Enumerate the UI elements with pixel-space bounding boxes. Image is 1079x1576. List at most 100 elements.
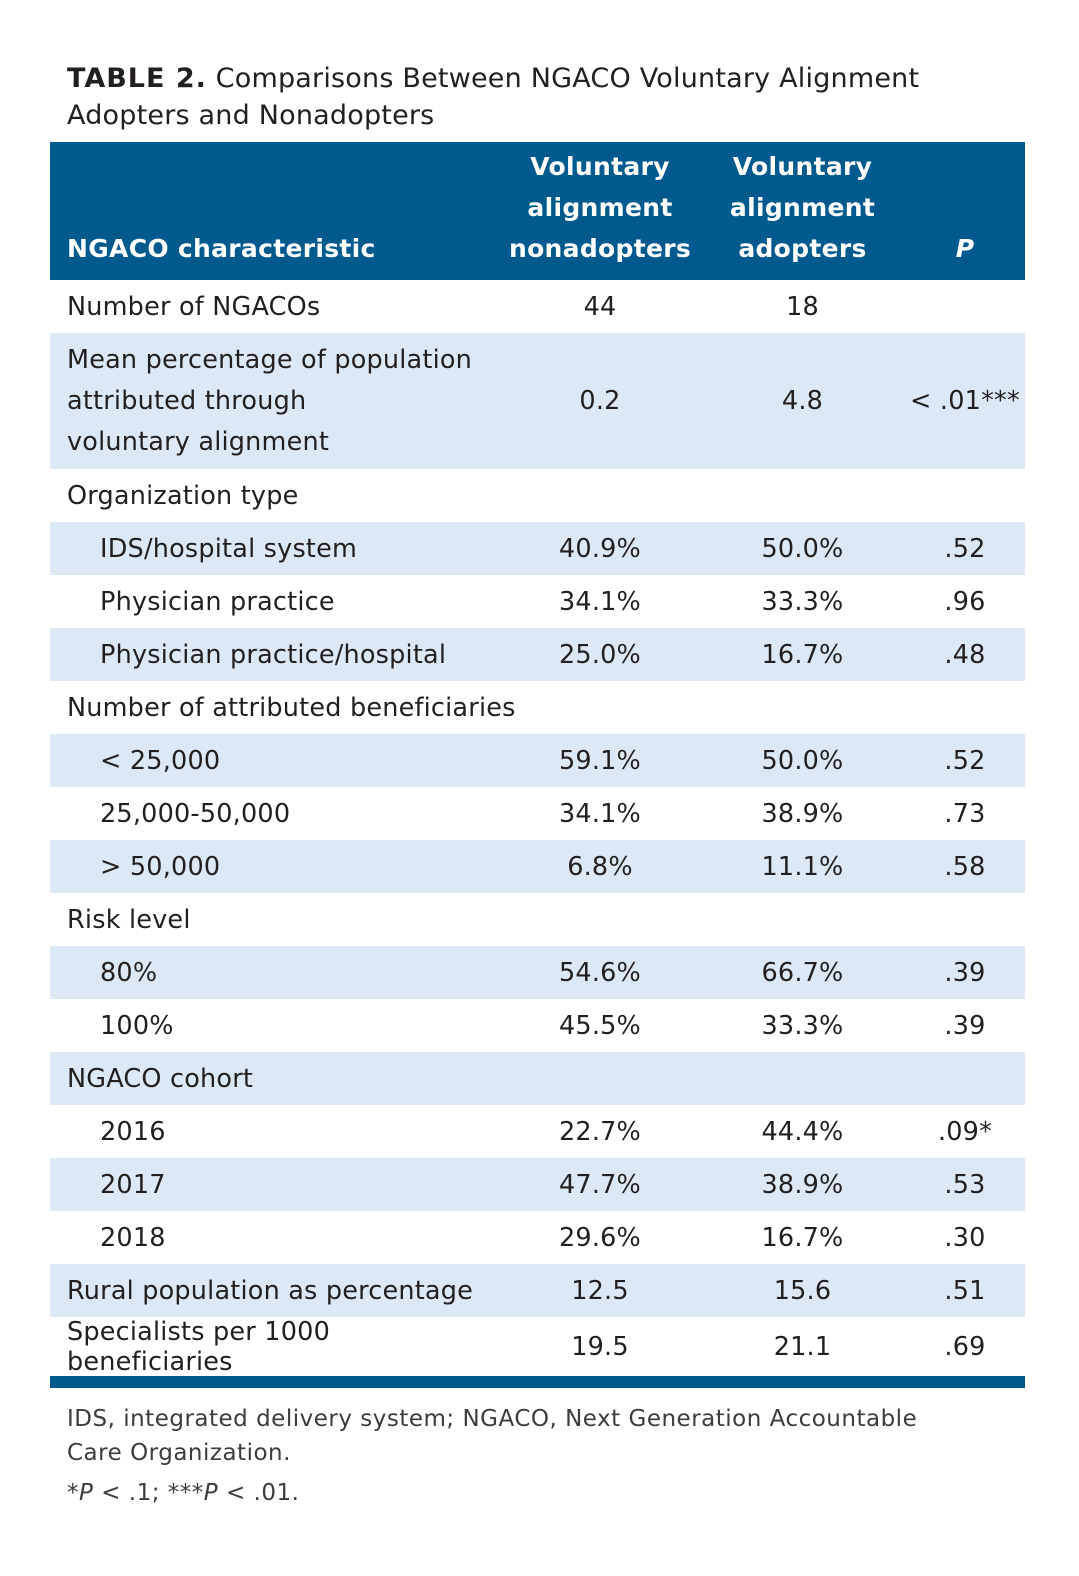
section-row: Organization type [50, 469, 1025, 522]
comparison-table: NGACO characteristic Voluntary alignment… [50, 142, 1025, 1377]
cell-nonadopters: 44 [583, 291, 617, 322]
footnote-line: Care Organization. [67, 1440, 291, 1466]
section-label: Risk level [67, 904, 191, 935]
cell-p-value: .39 [944, 957, 986, 988]
cell-p-value: .48 [944, 639, 986, 670]
cell-adopters: 18 [786, 291, 819, 322]
row-label: 25,000-50,000 [100, 798, 291, 829]
cell-nonadopters: 29.6% [558, 1222, 641, 1253]
cell-nonadopters: 25.0% [558, 639, 641, 670]
cell-adopters: 16.7% [761, 639, 844, 670]
header-adopters: Voluntary alignment adopters [700, 142, 905, 280]
footnote-part: P [79, 1480, 94, 1506]
header-adopters-line: Voluntary [732, 152, 873, 181]
footnote-abbreviations: IDS, integrated delivery system; NGACO, … [67, 1402, 1027, 1470]
table-row: Specialists per 1000 beneficiaries 19.5 … [50, 1317, 1025, 1377]
table-row: IDS/hospital system 40.9% 50.0% .52 [50, 522, 1025, 575]
table-row: Number of NGACOs 44 18 [50, 280, 1025, 333]
cell-p-value: .96 [944, 586, 986, 617]
table-row: 2018 29.6% 16.7% .30 [50, 1211, 1025, 1264]
table-row: Rural population as percentage 12.5 15.6… [50, 1264, 1025, 1317]
cell-nonadopters: 45.5% [558, 1010, 641, 1041]
table-row: < 25,000 59.1% 50.0% .52 [50, 734, 1025, 787]
cell-adopters: 15.6 [773, 1275, 832, 1306]
table-caption: TABLE 2. Comparisons Between NGACO Volun… [67, 60, 1027, 134]
footnote-part: * [67, 1480, 79, 1506]
footnote-part: < .1; *** [93, 1480, 204, 1506]
cell-nonadopters: 0.2 [579, 385, 621, 416]
cell-p-value: .51 [944, 1275, 986, 1306]
header-adopters-line: adopters [738, 234, 867, 263]
cell-adopters: 11.1% [761, 851, 844, 882]
footnote-part: P [203, 1480, 219, 1506]
table-row: 80% 54.6% 66.7% .39 [50, 946, 1025, 999]
cell-adopters: 38.9% [761, 798, 844, 829]
header-row: NGACO characteristic Voluntary alignment… [50, 142, 1025, 280]
row-label: 2016 [100, 1116, 166, 1147]
table-row: 2017 47.7% 38.9% .53 [50, 1158, 1025, 1211]
cell-nonadopters: 34.1% [558, 586, 641, 617]
header-nonadopters-line: Voluntary [530, 152, 670, 181]
cell-adopters: 21.1 [773, 1332, 832, 1362]
footnote-line: IDS, integrated delivery system; NGACO, … [67, 1406, 918, 1432]
cell-adopters: 66.7% [761, 957, 844, 988]
table-title: Comparisons Between NGACO Voluntary Alig… [67, 63, 920, 131]
table-row: 25,000-50,000 34.1% 38.9% .73 [50, 787, 1025, 840]
cell-nonadopters: 47.7% [558, 1169, 641, 1200]
row-label: < 25,000 [100, 745, 221, 776]
cell-nonadopters: 19.5 [571, 1332, 629, 1362]
row-label: Mean percentage of population attributed… [50, 333, 500, 469]
row-label: Physician practice [100, 586, 335, 617]
section-label: NGACO cohort [67, 1063, 254, 1094]
cell-p-value: .69 [944, 1332, 986, 1362]
cell-p-value: .39 [944, 1010, 986, 1041]
table-row: 2016 22.7% 44.4% .09* [50, 1105, 1025, 1158]
cell-p-value: < .01*** [910, 385, 1020, 416]
header-p-value: P [955, 234, 975, 263]
footnote-part: < .01. [218, 1480, 300, 1506]
row-label-line: attributed through [67, 385, 307, 416]
cell-p-value: .58 [944, 851, 986, 882]
cell-p-value: .09* [937, 1116, 993, 1147]
header-characteristic: NGACO characteristic [67, 234, 376, 263]
table-number: TABLE 2. [67, 63, 207, 94]
cell-p-value: .73 [944, 798, 986, 829]
row-label: 80% [100, 957, 158, 988]
row-label: > 50,000 [100, 851, 221, 882]
cell-nonadopters: 54.6% [558, 957, 641, 988]
row-label: 2017 [100, 1169, 166, 1200]
cell-adopters: 33.3% [761, 586, 844, 617]
section-label: Number of attributed beneficiaries [67, 692, 516, 723]
cell-p-value [905, 280, 1025, 333]
cell-adopters: 44.4% [761, 1116, 844, 1147]
cell-nonadopters: 6.8% [567, 851, 633, 882]
cell-nonadopters: 12.5 [571, 1275, 629, 1306]
footnote-significance: *P < .1; ***P < .01. [67, 1476, 1027, 1510]
cell-p-value: .52 [944, 533, 986, 564]
table-row: > 50,000 6.8% 11.1% .58 [50, 840, 1025, 893]
cell-adopters: 38.9% [761, 1169, 844, 1200]
row-label-line: voluntary alignment [67, 426, 330, 457]
table-row: Mean percentage of population attributed… [50, 333, 1025, 469]
cell-adopters: 33.3% [761, 1010, 844, 1041]
row-label: 2018 [100, 1222, 166, 1253]
row-label: Specialists per 1000 beneficiaries [67, 1317, 330, 1377]
section-label: Organization type [67, 480, 299, 511]
cell-adopters: 4.8 [781, 385, 824, 416]
cell-p-value: .30 [944, 1222, 986, 1253]
cell-adopters: 50.0% [761, 745, 844, 776]
table-bottom-rule [50, 1376, 1025, 1388]
cell-nonadopters: 59.1% [558, 745, 641, 776]
section-row: NGACO cohort [50, 1052, 1025, 1105]
table-row: Physician practice/hospital 25.0% 16.7% … [50, 628, 1025, 681]
table-row: 100% 45.5% 33.3% .39 [50, 999, 1025, 1052]
table-row: Physician practice 34.1% 33.3% .96 [50, 575, 1025, 628]
row-label-line: Mean percentage of population [67, 344, 473, 375]
row-label: Physician practice/hospital [100, 639, 447, 670]
cell-adopters: 16.7% [761, 1222, 844, 1253]
cell-adopters: 50.0% [761, 533, 844, 564]
row-label: 100% [100, 1010, 174, 1041]
row-label: IDS/hospital system [100, 533, 358, 564]
section-row: Risk level [50, 893, 1025, 946]
header-nonadopters: Voluntary alignment nonadopters [500, 142, 700, 280]
